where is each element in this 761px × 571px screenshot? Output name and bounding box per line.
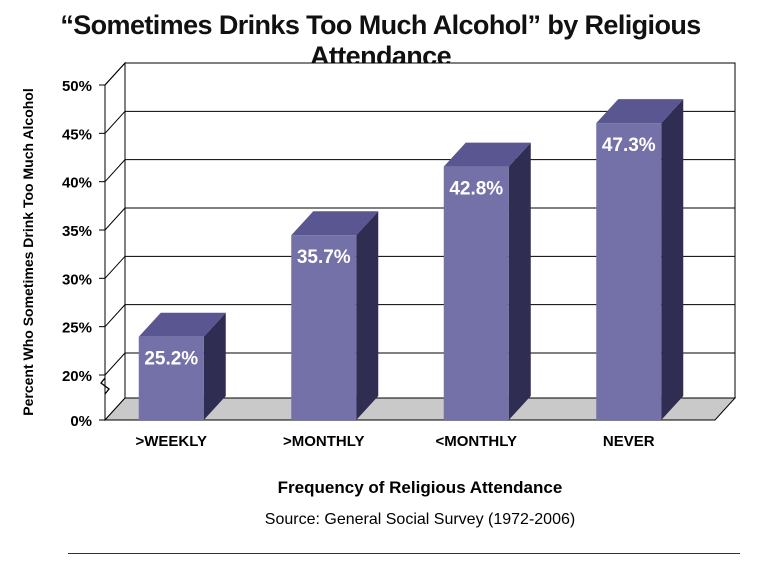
bar-value-label: 42.8% <box>449 179 503 200</box>
gridline <box>104 255 735 279</box>
value-labels: 25.2% 35.7% 42.8% 47.3% <box>144 135 655 370</box>
y-tick-label: 50% <box>62 78 92 95</box>
x-tick-label: NEVER <box>603 433 655 450</box>
bar <box>596 99 684 420</box>
source-note: Source: General Social Survey (1972-2006… <box>264 511 576 528</box>
bar-front <box>443 166 509 420</box>
divider-line <box>68 553 740 554</box>
y-tick-label: 35% <box>62 223 92 240</box>
bar-value-label: 35.7% <box>297 247 351 268</box>
bar-side <box>661 99 684 420</box>
bar-side <box>356 211 379 420</box>
y-tick-label: 20% <box>62 368 92 385</box>
bar-top <box>596 99 684 124</box>
y-axis-ticks: 0% 20% 25% 30% 35% 40% 45% 50% <box>62 78 92 430</box>
y-tick-label: 25% <box>62 320 92 337</box>
y-tick-label: 45% <box>62 126 92 143</box>
y-axis <box>99 84 110 421</box>
bar-top <box>291 211 379 236</box>
x-tick-label: <MONTHLY <box>435 433 517 450</box>
y-axis-title: Percent Who Sometimes Drink Too Much Alc… <box>20 88 36 415</box>
bar-front <box>138 336 204 420</box>
side-wall <box>104 61 126 422</box>
y-tick-label: 40% <box>62 175 92 192</box>
axis-break-icon <box>100 377 110 395</box>
y-tick-label: 30% <box>62 271 92 288</box>
bar <box>138 312 226 420</box>
chart-floor <box>103 397 737 421</box>
bar-front <box>596 123 662 420</box>
x-axis-title: Frequency of Religious Attendance <box>277 478 563 497</box>
chart-title: “Sometimes Drinks Too Much Alcohol” by R… <box>60 10 701 71</box>
bar-value-label: 47.3% <box>602 135 656 156</box>
bar-side <box>203 312 226 420</box>
bar-top <box>138 312 226 337</box>
bars <box>138 99 684 420</box>
gridline <box>104 352 735 376</box>
x-axis-ticks: >WEEKLY >MONTHLY <MONTHLY NEVER <box>135 433 654 450</box>
bar <box>291 211 379 420</box>
bar-top <box>443 142 531 167</box>
bar-value-label: 25.2% <box>144 349 198 370</box>
x-tick-label: >WEEKLY <box>135 433 207 450</box>
gridline <box>104 304 735 328</box>
gridline <box>104 207 735 231</box>
y-tick-label: 0% <box>70 413 92 430</box>
x-tick-label: >MONTHLY <box>283 433 365 450</box>
bar-front <box>291 235 357 420</box>
gridlines <box>104 62 735 376</box>
bar-side <box>508 142 531 420</box>
gridline <box>104 159 735 183</box>
gridline <box>104 110 735 134</box>
bar <box>443 142 531 420</box>
gridline <box>104 62 735 86</box>
floor-plane <box>103 397 737 421</box>
